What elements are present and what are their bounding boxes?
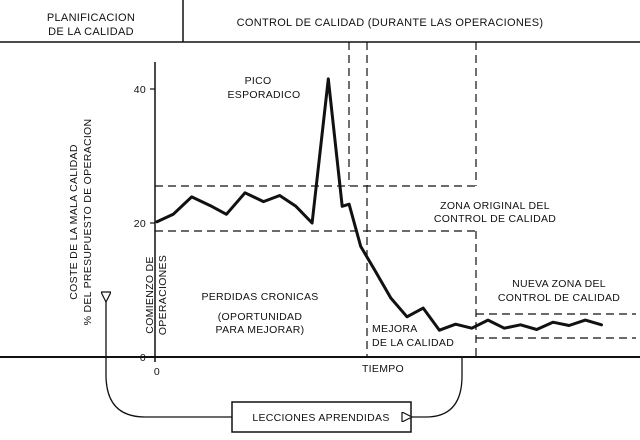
chronic-loss-label-line-2: (OPORTUNIDAD (218, 311, 303, 323)
y-tick-label-40: 40 (134, 84, 146, 96)
planning-header-line-2: DE LA CALIDAD (48, 26, 134, 38)
start-label-line-1: COMIENZO DE (144, 256, 156, 333)
zone-boundaries (155, 42, 636, 357)
x-axis-label: TIEMPO (362, 363, 404, 375)
improvement-label-line-1: MEJORA (372, 323, 418, 335)
improvement-to-lessons-arrow (411, 357, 463, 417)
chronic-loss-label-line-3: PARA MEJORAR) (216, 324, 305, 336)
lessons-to-planning-arrow (106, 301, 232, 418)
new-zone-label-line-1: NUEVA ZONA DEL (512, 278, 606, 290)
y-axis-label-line-1: COSTE DE LA MALA CALIDAD (68, 144, 80, 300)
lessons-learned-label: LECCIONES APRENDIDAS (252, 412, 389, 424)
spike-label-line-1: PICO (245, 75, 272, 87)
original-zone-label-line-1: ZONA ORIGINAL DEL (440, 200, 550, 212)
x-tick-label-0: 0 (154, 366, 160, 378)
control-header: CONTROL DE CALIDAD (DURANTE LAS OPERACIO… (237, 17, 544, 29)
y-tick-label-20: 20 (134, 218, 146, 230)
y-axis-label-line-2: % DEL PRESUPUESTO DE OPERACION (82, 119, 94, 326)
series-line (155, 77, 603, 332)
new-zone-label-line-2: CONTROL DE CALIDAD (498, 292, 620, 304)
start-label-line-2: OPERACIONES (157, 255, 169, 335)
planning-header-line-1: PLANIFICACION (47, 12, 135, 24)
y-tick-label-0: 0 (140, 352, 146, 364)
original-zone-label-line-2: CONTROL DE CALIDAD (434, 213, 556, 225)
improvement-label-line-2: DE LA CALIDAD (372, 337, 454, 349)
chronic-loss-label-line-1: PERDIDAS CRONICAS (201, 291, 318, 303)
spike-label-line-2: ESPORADICO (227, 89, 300, 101)
